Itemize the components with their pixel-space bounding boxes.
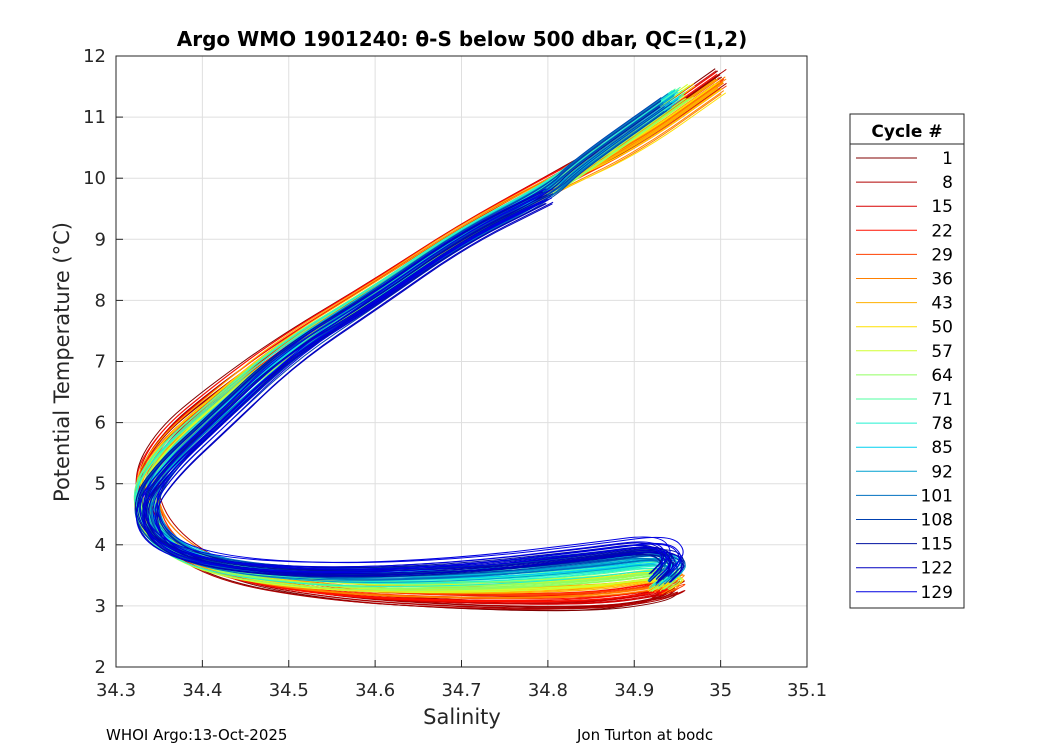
legend-label: 108 bbox=[921, 511, 953, 531]
y-axis-label: Potential Temperature (°C) bbox=[50, 222, 74, 502]
legend-label: 115 bbox=[921, 535, 953, 555]
ts-profile-line bbox=[135, 201, 663, 580]
ts-profile-line bbox=[156, 201, 684, 583]
ts-profile-line bbox=[152, 195, 680, 577]
legend-label: 122 bbox=[921, 559, 953, 579]
ts-profile-line bbox=[139, 193, 667, 575]
x-tick-label: 34.5 bbox=[269, 680, 309, 701]
x-tick-label: 35 bbox=[709, 680, 732, 701]
ts-profile-line bbox=[142, 200, 670, 580]
y-tick-label: 2 bbox=[95, 657, 106, 678]
y-axis-ticks: 2 3 4 5 6 7 8 9 10 11 12 bbox=[83, 46, 123, 678]
x-tick-label: 34.6 bbox=[355, 680, 395, 701]
footer-source: WHOI Argo:13-Oct-2025 bbox=[106, 726, 288, 744]
y-tick-label: 9 bbox=[95, 229, 106, 250]
legend-label: 1 bbox=[942, 149, 953, 169]
x-axis-ticks: 34.3 34.4 34.5 34.6 34.7 34.8 34.9 35 35.1 bbox=[96, 660, 827, 701]
ts-profile-line bbox=[155, 203, 683, 583]
ts-profile-line bbox=[145, 193, 673, 577]
y-tick-label: 3 bbox=[95, 596, 106, 617]
x-tick-label: 34.8 bbox=[528, 680, 568, 701]
legend-label: 43 bbox=[931, 294, 953, 314]
x-tick-label: 34.9 bbox=[614, 680, 654, 701]
x-tick-label: 34.4 bbox=[182, 680, 222, 701]
legend-entries: 1 8 15 22 29 36 43 50 57 64 71 78 85 92 101 108 115 122 12… bbox=[856, 149, 953, 603]
ts-profile-line bbox=[136, 191, 664, 575]
y-tick-label: 8 bbox=[95, 290, 106, 311]
ts-profile-line bbox=[143, 188, 671, 571]
x-tick-label: 34.3 bbox=[96, 680, 136, 701]
ts-curves bbox=[133, 68, 727, 612]
legend-label: 8 bbox=[942, 173, 953, 193]
chart-title: Argo WMO 1901240: θ-S below 500 dbar, QC… bbox=[177, 27, 747, 51]
y-tick-label: 10 bbox=[83, 168, 106, 189]
legend-title: Cycle # bbox=[871, 122, 942, 142]
legend-label: 129 bbox=[921, 583, 953, 603]
y-tick-label: 12 bbox=[83, 46, 106, 67]
legend-label: 92 bbox=[931, 462, 953, 482]
x-tick-label: 35.1 bbox=[787, 680, 827, 701]
legend-label: 78 bbox=[931, 414, 953, 434]
y-tick-label: 4 bbox=[95, 535, 106, 556]
x-tick-label: 34.7 bbox=[441, 680, 481, 701]
footer-author: Jon Turton at bodc bbox=[577, 726, 714, 744]
legend-label: 57 bbox=[931, 342, 953, 362]
legend: Cycle # 1 8 15 22 29 36 43 50 57 64 71 78 85 92 101 108… bbox=[849, 113, 965, 609]
ts-profile-line bbox=[145, 93, 673, 574]
y-tick-label: 6 bbox=[95, 413, 106, 434]
legend-label: 101 bbox=[921, 486, 953, 506]
legend-label: 50 bbox=[931, 318, 953, 338]
y-tick-label: 7 bbox=[95, 352, 106, 373]
y-tick-label: 11 bbox=[83, 107, 106, 128]
ts-profile-line bbox=[156, 188, 684, 571]
legend-label: 29 bbox=[931, 245, 953, 265]
legend-label: 22 bbox=[931, 221, 953, 241]
legend-label: 71 bbox=[931, 390, 953, 410]
y-tick-label: 5 bbox=[95, 474, 106, 495]
x-axis-label: Salinity bbox=[423, 705, 501, 729]
legend-box bbox=[849, 113, 965, 609]
legend-label: 15 bbox=[931, 197, 953, 217]
legend-label: 85 bbox=[931, 438, 953, 458]
legend-label: 64 bbox=[931, 366, 953, 386]
legend-label: 36 bbox=[931, 270, 953, 290]
